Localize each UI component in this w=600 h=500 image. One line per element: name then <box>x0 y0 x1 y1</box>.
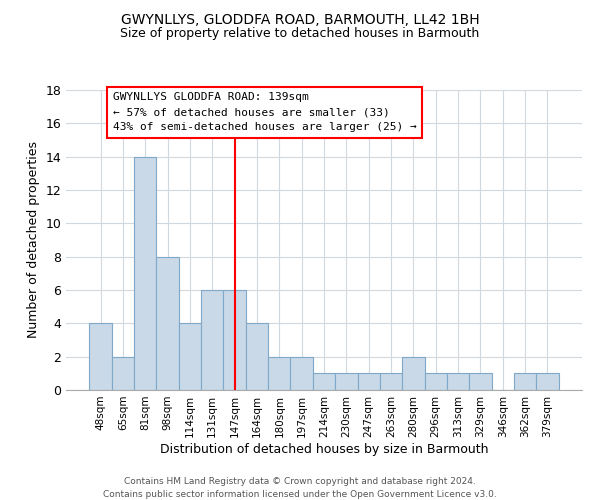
Text: GWYNLLYS GLODDFA ROAD: 139sqm
← 57% of detached houses are smaller (33)
43% of s: GWYNLLYS GLODDFA ROAD: 139sqm ← 57% of d… <box>113 92 416 132</box>
Bar <box>469 374 491 390</box>
Bar <box>290 356 313 390</box>
Bar <box>380 374 402 390</box>
Bar <box>223 290 246 390</box>
Bar <box>201 290 223 390</box>
Bar <box>134 156 157 390</box>
Bar <box>358 374 380 390</box>
Bar <box>313 374 335 390</box>
Bar <box>268 356 290 390</box>
Text: Contains HM Land Registry data © Crown copyright and database right 2024.: Contains HM Land Registry data © Crown c… <box>124 478 476 486</box>
Bar <box>335 374 358 390</box>
Bar <box>447 374 469 390</box>
Bar <box>157 256 179 390</box>
Bar <box>112 356 134 390</box>
Bar <box>402 356 425 390</box>
Text: Contains public sector information licensed under the Open Government Licence v3: Contains public sector information licen… <box>103 490 497 499</box>
Bar <box>536 374 559 390</box>
Text: Size of property relative to detached houses in Barmouth: Size of property relative to detached ho… <box>121 28 479 40</box>
Bar <box>425 374 447 390</box>
X-axis label: Distribution of detached houses by size in Barmouth: Distribution of detached houses by size … <box>160 442 488 456</box>
Text: GWYNLLYS, GLODDFA ROAD, BARMOUTH, LL42 1BH: GWYNLLYS, GLODDFA ROAD, BARMOUTH, LL42 1… <box>121 12 479 26</box>
Bar <box>514 374 536 390</box>
Y-axis label: Number of detached properties: Number of detached properties <box>27 142 40 338</box>
Bar <box>89 324 112 390</box>
Bar <box>179 324 201 390</box>
Bar <box>246 324 268 390</box>
